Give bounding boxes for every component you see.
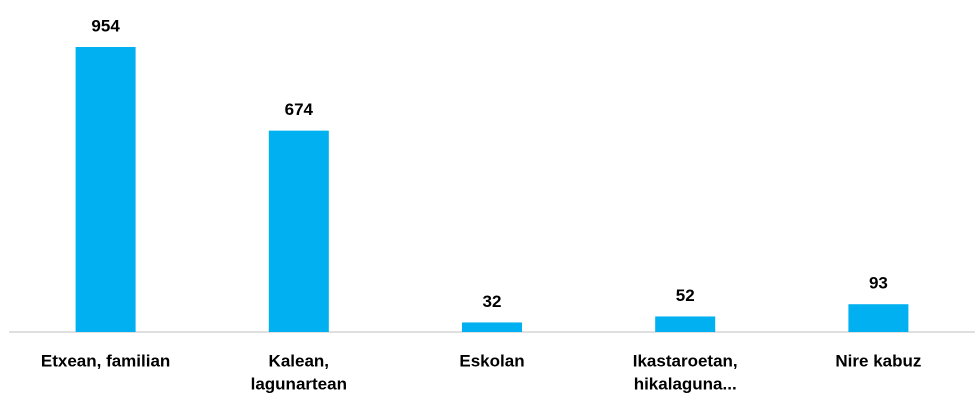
bar: [268, 130, 329, 332]
data-label: 52: [676, 286, 695, 305]
x-tick-label: Nire kabuz: [835, 351, 921, 370]
data-label: 674: [285, 100, 314, 119]
x-tick-label: Etxean, familian: [41, 351, 170, 370]
data-label: 32: [483, 292, 502, 311]
x-tick-label: hikalaguna...: [634, 374, 737, 393]
x-tick-label: Eskolan: [459, 351, 524, 370]
bar: [655, 316, 716, 332]
bar: [848, 304, 909, 332]
bar: [462, 322, 522, 332]
x-tick-label: lagunartean: [251, 374, 347, 393]
data-label: 93: [869, 274, 888, 293]
x-tick-label: Kalean,: [269, 351, 329, 370]
x-tick-label: Ikastaroetan,: [633, 351, 738, 370]
data-label: 954: [91, 16, 120, 35]
bar: [75, 47, 136, 332]
